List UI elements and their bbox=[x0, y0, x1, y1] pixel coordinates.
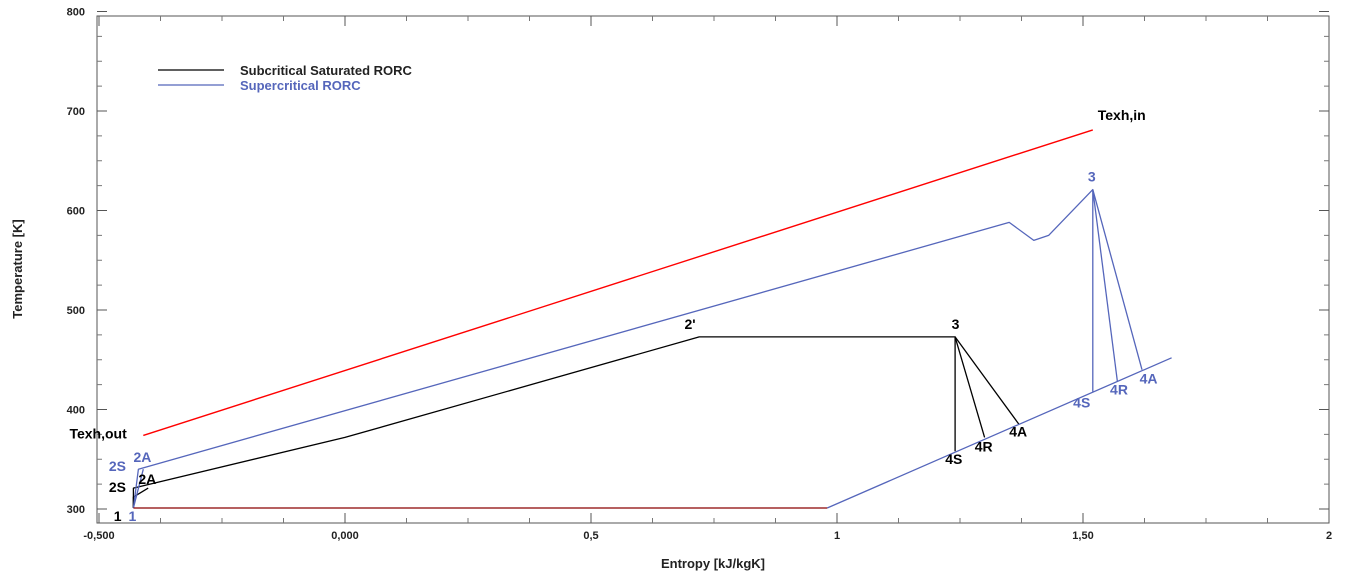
supercritical-line bbox=[826, 357, 1172, 509]
subcritical-line bbox=[954, 336, 986, 438]
y-axis-title: Temperature [K] bbox=[10, 219, 25, 318]
subcritical-line bbox=[132, 336, 956, 508]
state-point-label: 4S bbox=[1073, 395, 1090, 411]
subcritical-line bbox=[954, 336, 1020, 425]
x-tick-label: -0,500 bbox=[83, 530, 114, 542]
x-tick-label: 1 bbox=[834, 530, 840, 542]
state-point-label: Texh,in bbox=[1098, 107, 1146, 123]
x-axis-title: Entropy [kJ/kgK] bbox=[661, 556, 765, 571]
x-tick-label: 2 bbox=[1326, 530, 1332, 542]
state-point-label: 4A bbox=[1140, 371, 1158, 387]
x-tick-label: 0,5 bbox=[583, 530, 598, 542]
state-point-label: 2A bbox=[133, 449, 151, 465]
legend: Subcritical Saturated RORCSupercritical … bbox=[158, 63, 413, 93]
plot-lines bbox=[60, 129, 1172, 528]
state-point-label: 4R bbox=[975, 438, 993, 454]
plot-frame bbox=[96, 15, 1330, 524]
point-labels: Texh,in Texh,out 3 3 2' 4S 4R 4A 4S 4R 4A 2S 2A 2S 2A 1… bbox=[69, 107, 1157, 524]
x-tick-label: 0,000 bbox=[331, 530, 359, 542]
state-point-label: 4R bbox=[1110, 382, 1128, 398]
state-point-label: 3 bbox=[952, 316, 960, 332]
state-point-label: Texh,out bbox=[69, 425, 127, 441]
y-tick-label: 500 bbox=[67, 305, 85, 317]
supercritical-line bbox=[1092, 189, 1143, 370]
legend-entry: Subcritical Saturated RORC bbox=[240, 63, 413, 78]
y-tick-label: 300 bbox=[67, 504, 85, 516]
state-point-label: 2S bbox=[109, 479, 126, 495]
state-point-label: 2A bbox=[138, 471, 156, 487]
y-tick-label: 600 bbox=[67, 206, 85, 218]
supercritical-line bbox=[1092, 189, 1119, 382]
y-tick-label: 400 bbox=[67, 405, 85, 417]
x-tick-label: 1,50 bbox=[1072, 530, 1093, 542]
state-point-label: 2' bbox=[684, 316, 695, 332]
axis-ticks: 300 400 500 600 700 800 -0,500 0,000 0,5 1 1,50 2 bbox=[67, 7, 1332, 543]
exhaust-line bbox=[143, 129, 1094, 437]
legend-entry: Supercritical RORC bbox=[240, 78, 361, 93]
state-point-label: 4S bbox=[945, 451, 962, 467]
state-point-label: 3 bbox=[1088, 169, 1096, 185]
state-point-label: 1 bbox=[114, 508, 122, 524]
state-point-label: 1 bbox=[129, 508, 137, 524]
state-point-label: 4A bbox=[1009, 423, 1027, 439]
y-tick-label: 700 bbox=[67, 106, 85, 118]
y-tick-label: 800 bbox=[67, 7, 85, 19]
state-point-label: 2S bbox=[109, 458, 126, 474]
saturation-dome-line bbox=[60, 261, 1019, 528]
supercritical-line bbox=[132, 469, 144, 509]
